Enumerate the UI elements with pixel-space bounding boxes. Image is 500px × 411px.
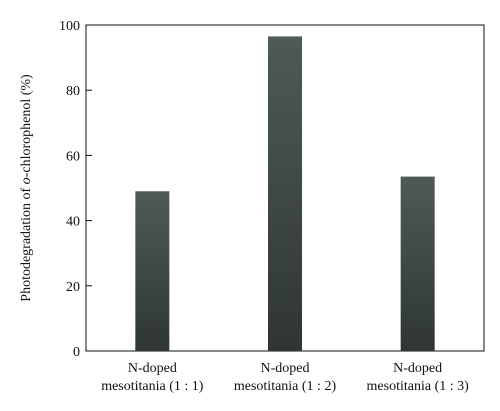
y-tick-label: 100 — [59, 19, 80, 34]
bar — [135, 191, 170, 351]
y-tick-label: 80 — [66, 84, 80, 99]
y-tick-label: 60 — [66, 149, 80, 164]
y-axis-ticks — [86, 24, 92, 352]
y-axis-label: Photodegradation of o-chlorophenol (%) — [19, 74, 34, 302]
x-category-label: mesotitania (1 : 2) — [234, 379, 337, 394]
bars — [135, 36, 435, 351]
y-tick-label: 0 — [73, 345, 80, 360]
y-tick-label: 40 — [66, 215, 80, 230]
x-category-label: N-doped — [128, 361, 177, 376]
y-axis-tick-labels: 0 20 40 60 80 100 — [59, 19, 80, 360]
x-category-label: mesotitania (1 : 1) — [101, 379, 204, 394]
bar — [400, 176, 435, 351]
x-category-label: N-doped — [261, 361, 310, 376]
y-axis-label-prefix: Photodegradation of — [19, 184, 34, 301]
y-tick-label: 20 — [66, 280, 80, 295]
y-axis-label-italic: o — [19, 177, 34, 184]
y-axis-label-suffix: -chlorophenol (%) — [19, 74, 34, 177]
bar — [268, 36, 302, 351]
x-category-label: mesotitania (1 : 3) — [367, 379, 470, 394]
x-category-label: N-doped — [393, 361, 442, 376]
category-labels: N-doped mesotitania (1 : 1) N-doped mesotit… — [101, 361, 469, 394]
